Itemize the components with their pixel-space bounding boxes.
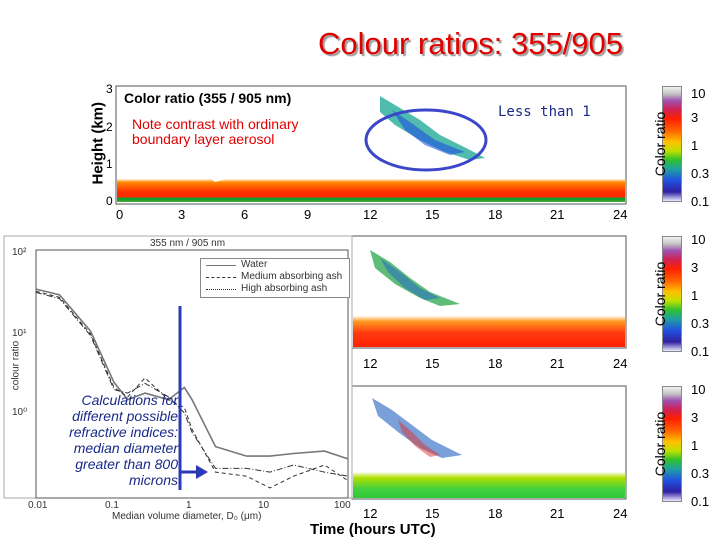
- calc-arrow-head: [196, 465, 208, 479]
- calc-note-line: greater than 800: [75, 456, 178, 472]
- colorbar-title: Color ratio: [652, 261, 668, 327]
- annotation-aerosol-line1: Note contrast with ordinary: [132, 116, 299, 132]
- bottom-xtick: 15: [425, 506, 440, 521]
- inset-xtick: 100: [334, 500, 351, 511]
- legend-item-water: Water: [201, 259, 349, 271]
- calc-note: Calculations for different possible refr…: [30, 392, 178, 488]
- colorbar-label: 0.3: [691, 166, 710, 181]
- bottom-xtick: 12: [363, 506, 378, 521]
- top-xtick: 18: [488, 207, 503, 222]
- top-panel-fill: [117, 150, 625, 202]
- inset-ytick: 10¹: [12, 328, 27, 339]
- colorbar-label: 10: [691, 382, 706, 397]
- inset-series-line-2: [35, 291, 349, 477]
- colorbar-label: 0.3: [691, 316, 710, 331]
- top-xtick: 15: [425, 207, 440, 222]
- colorbar-label: 1: [691, 438, 699, 453]
- inset-title: 355 nm / 905 nm: [150, 238, 226, 249]
- colorbar-top: [662, 86, 682, 202]
- middle-panel-plume: [370, 250, 460, 306]
- colorbar-title: Color ratio: [652, 111, 668, 177]
- middle-xtick: 18: [488, 356, 503, 371]
- calc-note-line: Calculations for: [81, 392, 179, 408]
- colorbar-label: 3: [691, 110, 699, 125]
- inset-series-line-1: [35, 290, 349, 489]
- inset-legend: Water Medium absorbing ash High absorbin…: [200, 258, 350, 298]
- colorbar-label: 0.1: [691, 194, 710, 209]
- top-panel-ylabel: Height (km): [89, 102, 107, 185]
- slide-title: Colour ratios: 355/905: [318, 26, 624, 61]
- colorbar-title: Color ratio: [652, 411, 668, 477]
- top-ytick: 1: [106, 157, 113, 171]
- colorbar-label: 0.1: [691, 494, 710, 509]
- middle-panel-plume-core: [380, 258, 440, 300]
- top-panel-plume-core: [392, 110, 465, 155]
- highlight-ellipse: [364, 108, 488, 172]
- top-xtick: 12: [363, 207, 378, 222]
- legend-item-high: High absorbing ash: [201, 283, 349, 295]
- inset-ylabel: colour ratio: [10, 340, 22, 391]
- bottom-panel-plume: [372, 398, 462, 458]
- middle-panel-fill: [353, 290, 625, 347]
- colorbar-label: 10: [691, 232, 706, 247]
- colorbar-label: 3: [691, 410, 699, 425]
- colorbar-label: 10: [691, 86, 706, 101]
- inset-ytick: 10²: [12, 247, 27, 258]
- top-panel-aerosol-dip: [200, 160, 245, 182]
- middle-xtick: 24: [613, 356, 628, 371]
- top-ytick: 0: [106, 194, 113, 208]
- bottom-panel-xlabel: Time (hours UTC): [310, 521, 436, 538]
- top-xtick: 24: [613, 207, 628, 222]
- bottom-xtick: 24: [613, 506, 628, 521]
- calc-note-line: refractive indices:: [69, 424, 178, 440]
- top-xtick: 6: [241, 207, 249, 222]
- top-xtick: 9: [304, 207, 312, 222]
- inset-xlabel: Median volume diameter, D₀ (μm): [112, 511, 262, 522]
- colorbar-label: 1: [691, 138, 699, 153]
- bottom-panel-fill: [353, 440, 625, 498]
- top-xtick: 3: [178, 207, 186, 222]
- inset-xtick: 10: [258, 500, 270, 511]
- inset-xtick: 0.01: [28, 500, 48, 511]
- colorbar-label: 0.1: [691, 344, 710, 359]
- bottom-xtick: 21: [550, 506, 565, 521]
- inset-series-line-0: [35, 288, 349, 460]
- calc-note-line: microns: [128, 472, 178, 488]
- calc-note-line: median diameter: [73, 440, 178, 456]
- bottom-xtick: 18: [488, 506, 503, 521]
- colorbar-label: 3: [691, 260, 699, 275]
- legend-item-medium: Medium absorbing ash: [201, 271, 349, 283]
- colorbar-middle: [662, 236, 682, 352]
- middle-xtick: 15: [425, 356, 440, 371]
- inset-xtick: 1: [186, 500, 192, 511]
- colorbar-label: 1: [691, 288, 699, 303]
- calc-note-line: different possible: [72, 408, 178, 424]
- middle-xtick: 12: [363, 356, 378, 371]
- top-xtick: 0: [116, 207, 124, 222]
- inset-xtick: 0.1: [105, 500, 119, 511]
- middle-xtick: 21: [550, 356, 565, 371]
- annotation-less-than: Less than 1: [498, 104, 591, 120]
- inset-series-group: [35, 288, 349, 489]
- top-panel-title: Color ratio (355 / 905 nm): [124, 90, 292, 106]
- colorbar-bottom: [662, 386, 682, 502]
- bottom-panel-red-streak: [398, 420, 440, 457]
- colorbar-label: 0.3: [691, 466, 710, 481]
- top-ytick: 3: [106, 82, 113, 96]
- inset-ytick: 10⁰: [12, 407, 28, 418]
- top-xtick: 21: [550, 207, 565, 222]
- annotation-aerosol-line2: boundary layer aerosol: [132, 131, 275, 147]
- top-ytick: 2: [106, 120, 113, 134]
